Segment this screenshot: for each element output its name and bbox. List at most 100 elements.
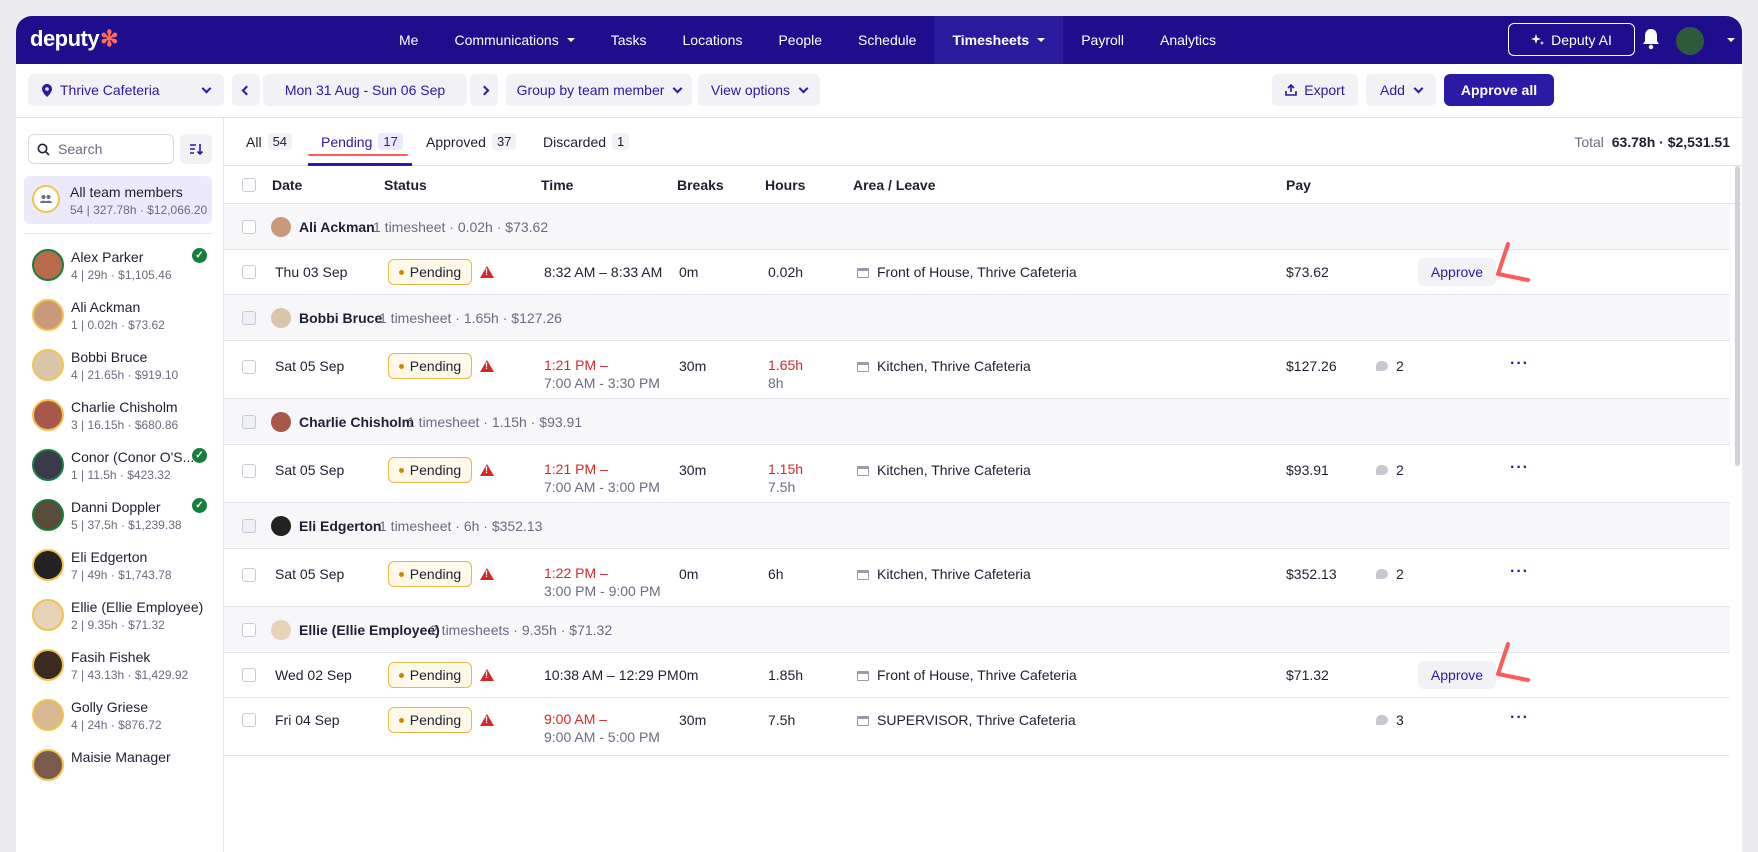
row-time: 8:32 AM – 8:33 AM xyxy=(544,264,663,280)
sort-button[interactable] xyxy=(180,134,212,164)
avatar xyxy=(271,308,291,328)
col-area[interactable]: Area / Leave xyxy=(853,177,936,193)
warning-icon[interactable] xyxy=(480,568,494,580)
row-checkbox[interactable] xyxy=(242,464,256,478)
nav-people[interactable]: People xyxy=(760,16,840,64)
warning-icon[interactable] xyxy=(480,360,494,372)
date-range-picker[interactable]: Mon 31 Aug - Sun 06 Sep xyxy=(263,74,467,106)
area-label: Front of House, Thrive Cafeteria xyxy=(877,667,1077,683)
nav-label: Analytics xyxy=(1160,32,1217,48)
sidebar-member-danni-doppler[interactable]: Danni Doppler 5 | 37.5h · $1,239.38 ✓ xyxy=(24,492,212,542)
more-options-icon[interactable]: ··· xyxy=(1510,563,1529,580)
approve-button[interactable]: Approve xyxy=(1418,661,1496,689)
account-caret-icon[interactable] xyxy=(1727,38,1735,42)
nav-timesheets[interactable]: Timesheets xyxy=(934,16,1064,64)
row-time: 1:21 PM – xyxy=(544,461,608,477)
group-header-charlie-chisholm: Charlie Chisholm 1 timesheet · 1.15h · $… xyxy=(224,399,1730,445)
approve-all-button[interactable]: Approve all xyxy=(1444,74,1554,106)
row-checkbox[interactable] xyxy=(242,568,256,582)
row-scheduled-hours: 8h xyxy=(768,375,784,391)
location-select[interactable]: Thrive Cafeteria xyxy=(28,74,224,106)
row-checkbox[interactable] xyxy=(242,360,256,374)
row-scheduled-time: 7:00 AM - 3:00 PM xyxy=(544,479,660,495)
more-options-icon[interactable]: ··· xyxy=(1510,709,1529,726)
tab-approved[interactable]: Approved 37 xyxy=(426,133,517,150)
export-button[interactable]: Export xyxy=(1272,74,1358,106)
group-checkbox[interactable] xyxy=(242,415,256,429)
deputy-ai-button[interactable]: Deputy AI xyxy=(1508,23,1635,56)
sidebar-member-eli-edgerton[interactable]: Eli Edgerton 7 | 49h · $1,743.78 xyxy=(24,542,212,592)
warning-icon[interactable] xyxy=(480,714,494,726)
group-summary: 1 timesheet · 1.15h · $93.91 xyxy=(407,414,583,430)
tab-all[interactable]: All 54 xyxy=(246,133,293,150)
sidebar-member-ellie[interactable]: Ellie (Ellie Employee) 2 | 9.35h · $71.32 xyxy=(24,592,212,642)
user-avatar[interactable] xyxy=(1674,25,1706,57)
search-placeholder: Search xyxy=(58,141,103,157)
col-date[interactable]: Date xyxy=(272,177,303,193)
nav-schedule[interactable]: Schedule xyxy=(840,16,934,64)
comments-indicator[interactable]: 3 xyxy=(1376,712,1404,728)
table-row[interactable]: Wed 02 Sep Pending 10:38 AM – 12:29 PM 0… xyxy=(224,653,1730,698)
table-row[interactable]: Thu 03 Sep Pending 8:32 AM – 8:33 AM 0m … xyxy=(224,250,1730,295)
row-checkbox[interactable] xyxy=(242,713,256,727)
group-checkbox[interactable] xyxy=(242,623,256,637)
more-options-icon[interactable]: ··· xyxy=(1510,355,1529,372)
warning-icon[interactable] xyxy=(480,669,494,681)
group-checkbox[interactable] xyxy=(242,519,256,533)
col-breaks[interactable]: Breaks xyxy=(677,177,724,193)
row-checkbox[interactable] xyxy=(242,668,256,682)
chevron-left-icon xyxy=(241,85,251,95)
scrollbar[interactable] xyxy=(1735,166,1740,466)
all-team-members-item[interactable]: All team members 54 | 327.78h · $12,066.… xyxy=(24,176,212,224)
all-members-stats: 54 | 327.78h · $12,066.20 xyxy=(70,203,208,217)
sidebar-member-bobbi-bruce[interactable]: Bobbi Bruce 4 | 21.65h · $919.10 xyxy=(24,342,212,392)
member-stats: 4 | 21.65h · $919.10 xyxy=(71,368,179,382)
all-members-name: All team members xyxy=(70,184,183,200)
view-options-dropdown[interactable]: View options xyxy=(698,74,820,106)
prev-week-button[interactable] xyxy=(232,74,260,106)
nav-locations[interactable]: Locations xyxy=(665,16,761,64)
comments-indicator[interactable]: 2 xyxy=(1376,358,1404,374)
sidebar-member-charlie-chisholm[interactable]: Charlie Chisholm 3 | 16.15h · $680.86 xyxy=(24,392,212,442)
group-checkbox[interactable] xyxy=(242,220,256,234)
row-checkbox[interactable] xyxy=(242,265,256,279)
sidebar-member-fasih-fishek[interactable]: Fasih Fishek 7 | 43.13h · $1,429.92 xyxy=(24,642,212,692)
sidebar-member-conor[interactable]: Conor (Conor O'S... 1 | 11.5h · $423.32 ✓ xyxy=(24,442,212,492)
sidebar-member-golly-griese[interactable]: Golly Griese 4 | 24h · $876.72 xyxy=(24,692,212,742)
sidebar-member-ali-ackman[interactable]: Ali Ackman 1 | 0.02h · $73.62 xyxy=(24,292,212,342)
add-dropdown[interactable]: Add xyxy=(1366,74,1436,106)
nav-payroll[interactable]: Payroll xyxy=(1063,16,1142,64)
tab-pending[interactable]: Pending 17 xyxy=(321,133,403,150)
group-by-dropdown[interactable]: Group by team member xyxy=(506,74,692,106)
col-hours[interactable]: Hours xyxy=(765,177,806,193)
group-summary: 1 timesheet · 1.65h · $127.26 xyxy=(379,310,562,326)
col-status[interactable]: Status xyxy=(384,177,427,193)
tab-discarded[interactable]: Discarded 1 xyxy=(543,133,630,150)
col-pay[interactable]: Pay xyxy=(1286,177,1311,193)
approve-button[interactable]: Approve xyxy=(1418,258,1496,286)
table-row[interactable]: Sat 05 Sep Pending 1:21 PM – 7:00 AM - 3… xyxy=(224,445,1730,503)
nav-tasks[interactable]: Tasks xyxy=(593,16,665,64)
next-week-button[interactable] xyxy=(470,74,498,106)
nav-communications[interactable]: Communications xyxy=(436,16,592,64)
avatar xyxy=(32,549,64,581)
table-row[interactable]: Sat 05 Sep Pending 1:22 PM – 3:00 PM - 9… xyxy=(224,549,1730,607)
comments-indicator[interactable]: 2 xyxy=(1376,462,1404,478)
more-options-icon[interactable]: ··· xyxy=(1510,459,1529,476)
table-row[interactable]: Fri 04 Sep Pending 9:00 AM – 9:00 AM - 5… xyxy=(224,698,1730,756)
select-all-checkbox[interactable] xyxy=(242,178,256,192)
nav-me[interactable]: Me xyxy=(381,16,436,64)
sidebar-member-alex-parker[interactable]: Alex Parker 4 | 29h · $1,105.46 ✓ xyxy=(24,242,212,292)
warning-icon[interactable] xyxy=(480,266,494,278)
table-row[interactable]: Sat 05 Sep Pending 1:21 PM – 7:00 AM - 3… xyxy=(224,341,1730,399)
search-input[interactable]: Search xyxy=(28,134,174,164)
deputy-logo[interactable]: deputy ✻ xyxy=(30,26,119,52)
group-checkbox[interactable] xyxy=(242,311,256,325)
col-time[interactable]: Time xyxy=(541,177,574,193)
bell-icon[interactable] xyxy=(1638,26,1664,52)
comments-indicator[interactable]: 2 xyxy=(1376,566,1404,582)
warning-icon[interactable] xyxy=(480,464,494,476)
table-header: Date Status Time Breaks Hours Area / Lea… xyxy=(224,166,1742,204)
nav-analytics[interactable]: Analytics xyxy=(1142,16,1234,64)
sidebar-member-maisie-manager[interactable]: Maisie Manager xyxy=(24,742,212,792)
